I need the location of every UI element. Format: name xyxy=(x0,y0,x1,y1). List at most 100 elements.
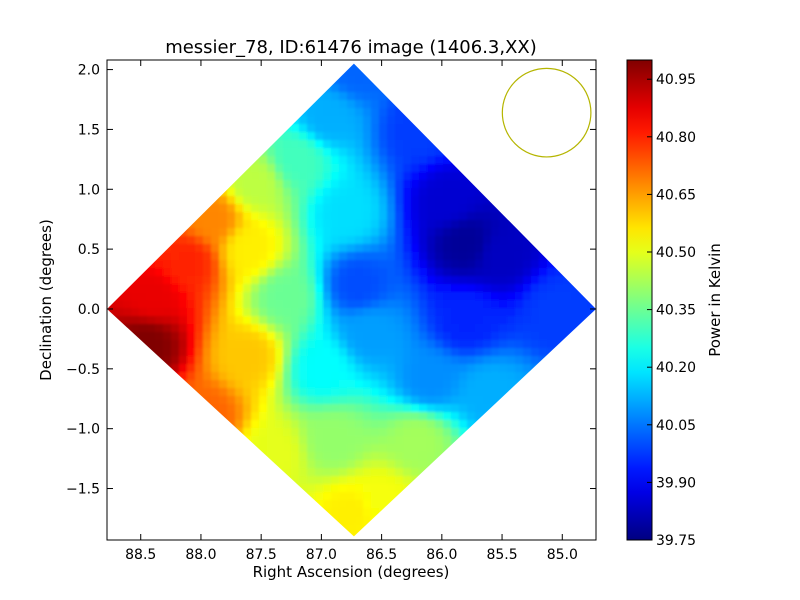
heatmap-cell xyxy=(579,532,588,537)
heatmap-cell xyxy=(315,220,324,229)
heatmap-cell xyxy=(571,260,580,269)
heatmap-cell xyxy=(403,188,412,197)
heatmap-cell xyxy=(411,524,420,533)
heatmap-cell xyxy=(291,116,300,125)
heatmap-cell xyxy=(531,188,540,197)
heatmap-cell xyxy=(251,300,260,309)
heatmap-cell xyxy=(347,388,356,397)
heatmap-cell xyxy=(451,516,460,525)
heatmap-cell xyxy=(227,164,236,173)
heatmap-cell xyxy=(187,260,196,269)
heatmap-cell xyxy=(299,452,308,461)
heatmap-cell xyxy=(355,164,364,173)
heatmap-cell xyxy=(211,228,220,237)
heatmap-cell xyxy=(139,340,148,349)
heatmap-cell xyxy=(555,500,564,509)
heatmap-cell xyxy=(371,116,380,125)
heatmap-cell xyxy=(235,532,244,537)
heatmap-cell xyxy=(227,236,236,245)
heatmap-cell xyxy=(419,340,428,349)
heatmap-cell xyxy=(339,348,348,357)
heatmap-cell xyxy=(275,140,284,149)
heatmap-cell xyxy=(219,156,228,165)
heatmap-cell xyxy=(323,284,332,293)
heatmap-cell xyxy=(475,92,484,101)
heatmap-cell xyxy=(243,92,252,101)
heatmap-cell xyxy=(579,316,588,325)
heatmap-cell xyxy=(139,172,148,181)
heatmap-cell xyxy=(547,292,556,301)
heatmap-cell xyxy=(563,164,572,173)
heatmap-cell xyxy=(203,476,212,485)
heatmap-cell xyxy=(307,468,316,477)
heatmap-cell xyxy=(291,92,300,101)
heatmap-cell xyxy=(315,236,324,245)
heatmap-cell xyxy=(483,124,492,133)
heatmap-cell xyxy=(443,236,452,245)
heatmap-cell xyxy=(475,340,484,349)
heatmap-cell xyxy=(459,84,468,93)
heatmap-cell xyxy=(267,316,276,325)
heatmap-cell xyxy=(475,228,484,237)
heatmap-cell xyxy=(499,140,508,149)
heatmap-cell xyxy=(515,100,524,109)
heatmap-cell xyxy=(307,228,316,237)
heatmap-cell xyxy=(291,196,300,205)
heatmap-cell xyxy=(459,236,468,245)
heatmap-cell xyxy=(251,508,260,517)
heatmap-cell xyxy=(499,260,508,269)
heatmap-cell xyxy=(235,364,244,373)
heatmap-cell xyxy=(195,316,204,325)
heatmap-cell xyxy=(171,108,180,117)
heatmap-cell xyxy=(587,164,596,173)
heatmap-cell xyxy=(443,436,452,445)
heatmap-cell xyxy=(115,404,124,413)
heatmap-cell xyxy=(323,268,332,277)
heatmap-cell xyxy=(123,76,132,85)
heatmap-cell xyxy=(571,236,580,245)
heatmap-cell xyxy=(563,372,572,381)
heatmap-cell xyxy=(195,332,204,341)
heatmap-cell xyxy=(555,436,564,445)
heatmap-cell xyxy=(467,516,476,525)
heatmap-cell xyxy=(283,380,292,389)
heatmap-cell xyxy=(131,420,140,429)
heatmap-cell xyxy=(427,140,436,149)
heatmap-cell xyxy=(291,372,300,381)
heatmap-cell xyxy=(539,236,548,245)
heatmap-cell xyxy=(259,412,268,421)
heatmap-cell xyxy=(251,84,260,93)
heatmap-cell xyxy=(195,196,204,205)
heatmap-cell xyxy=(291,420,300,429)
heatmap-cell xyxy=(451,492,460,501)
heatmap-cell xyxy=(347,276,356,285)
heatmap-cell xyxy=(139,356,148,365)
heatmap-cell xyxy=(483,84,492,93)
heatmap-cell xyxy=(467,300,476,309)
heatmap-cell xyxy=(227,316,236,325)
heatmap-cell xyxy=(459,444,468,453)
heatmap-cell xyxy=(547,63,556,69)
y-tick-label: 1.5 xyxy=(78,122,100,138)
heatmap-cell xyxy=(467,332,476,341)
heatmap-cell xyxy=(219,84,228,93)
heatmap-cell xyxy=(155,140,164,149)
heatmap-cell xyxy=(459,316,468,325)
heatmap-cell xyxy=(427,340,436,349)
heatmap-cell xyxy=(387,396,396,405)
heatmap-cell xyxy=(483,324,492,333)
heatmap-cell xyxy=(147,172,156,181)
heatmap-cell xyxy=(339,500,348,509)
heatmap-cell xyxy=(115,356,124,365)
heatmap-cell xyxy=(195,172,204,181)
heatmap-cell xyxy=(283,452,292,461)
heatmap-cell xyxy=(267,524,276,533)
heatmap-cell xyxy=(355,348,364,357)
heatmap-cell xyxy=(139,380,148,389)
heatmap-cell xyxy=(259,532,268,537)
heatmap-cell xyxy=(315,148,324,157)
heatmap-cell xyxy=(307,532,316,537)
heatmap-cell xyxy=(275,132,284,141)
heatmap-cell xyxy=(403,444,412,453)
heatmap-cell xyxy=(579,156,588,165)
